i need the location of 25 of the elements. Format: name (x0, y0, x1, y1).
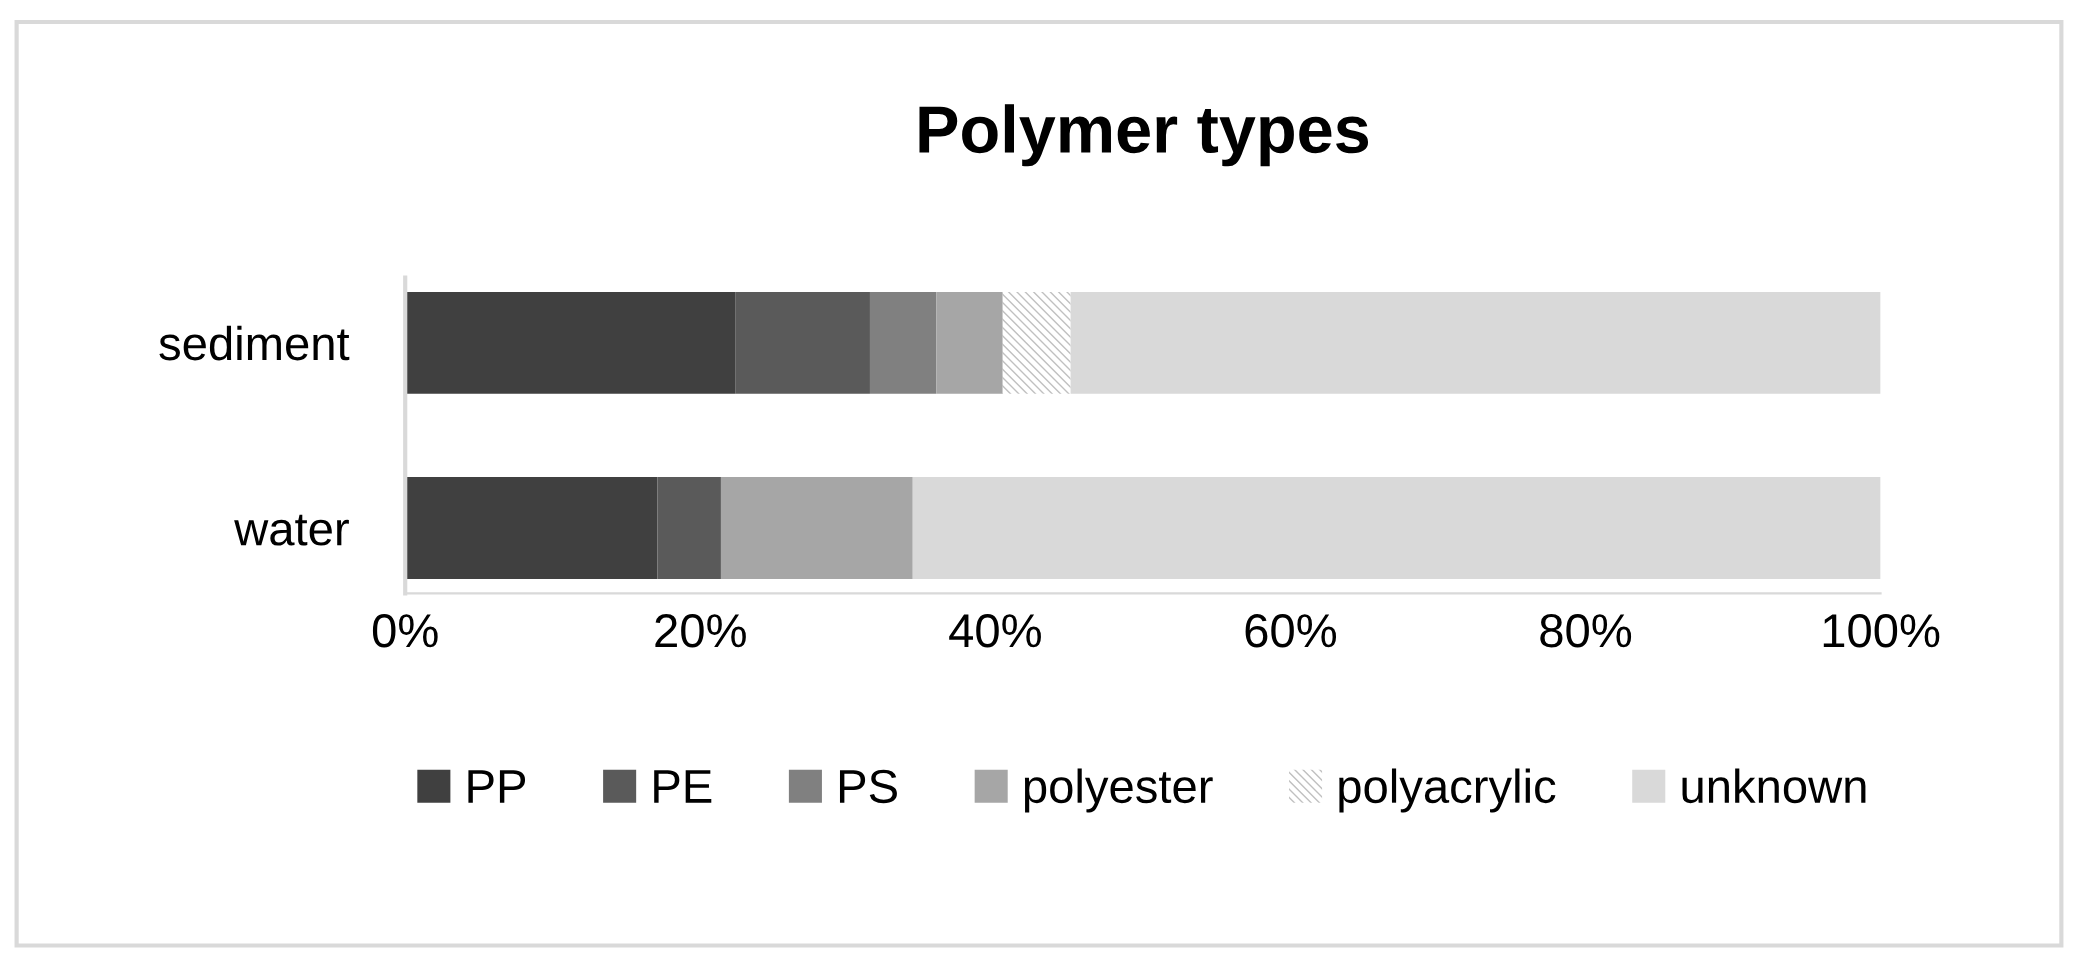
bar (1002, 291, 1071, 394)
legend-label: PS (839, 769, 897, 804)
bar (720, 477, 913, 579)
x-tick-label: 60% (1245, 614, 1337, 648)
bar (912, 477, 1881, 579)
bar (869, 291, 937, 394)
chart-title: Polymer types (919, 104, 1369, 167)
bar (735, 291, 870, 394)
x-tick-label: 80% (1540, 614, 1632, 648)
y-tick-label: water (234, 514, 349, 546)
bar (1070, 291, 1881, 394)
legend-label: unknown (1682, 768, 1866, 804)
x-tick-label: 40% (949, 614, 1041, 648)
y-tick-label: sediment (159, 325, 350, 361)
x-tick-label: 100% (1823, 614, 1940, 648)
legend-label: polyester (1024, 768, 1213, 813)
legend-label: PE (654, 770, 712, 803)
legend-label: PP (468, 770, 526, 803)
bar (405, 291, 736, 394)
x-tick-label: 20% (655, 614, 746, 648)
bar (405, 477, 658, 579)
bar (657, 477, 721, 579)
x-tick-label: 0% (372, 614, 438, 648)
bar (936, 291, 1003, 394)
legend-label: polyacrylic (1339, 768, 1556, 813)
